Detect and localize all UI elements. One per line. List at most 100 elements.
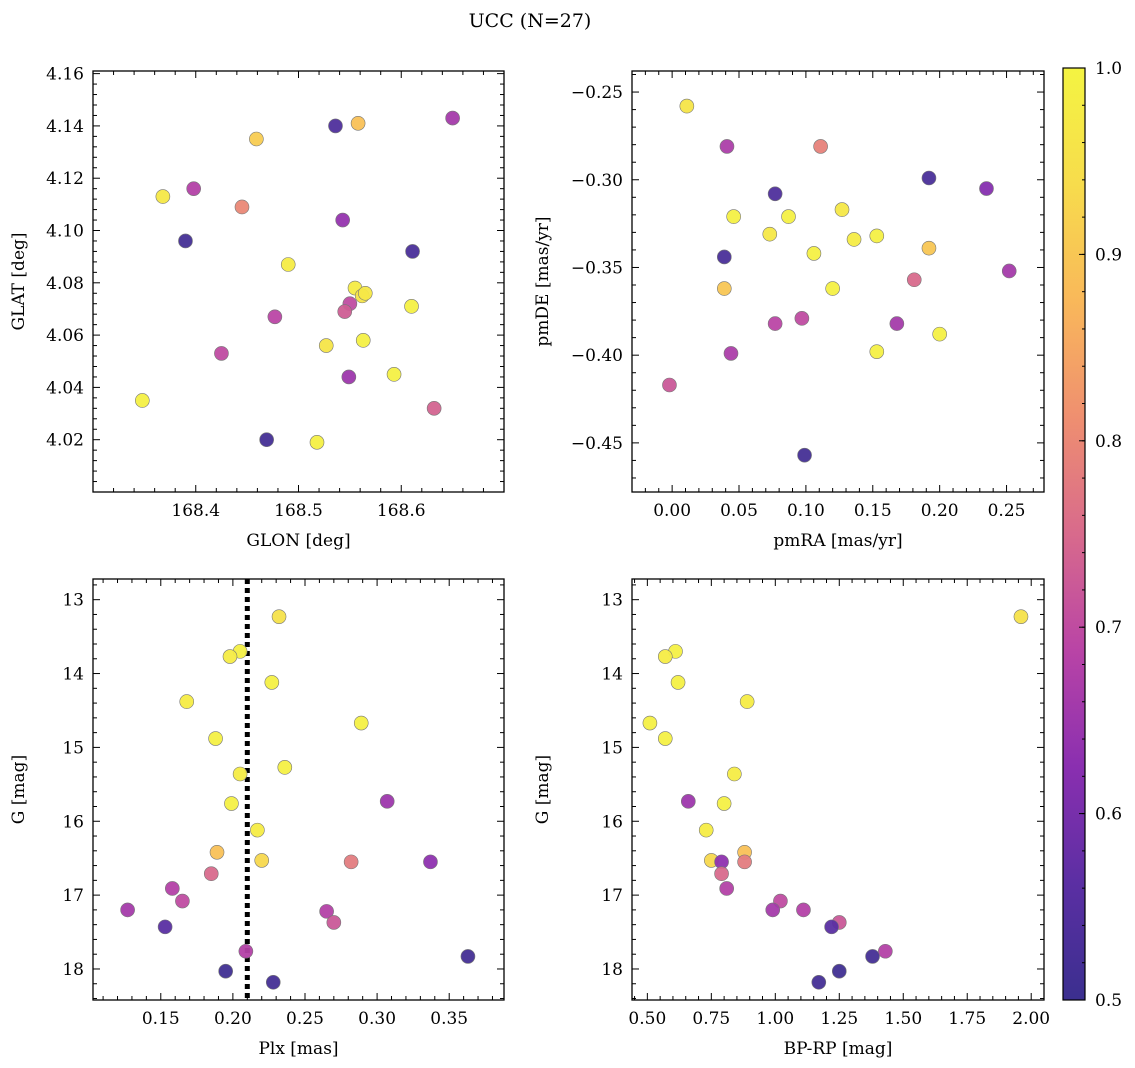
scatter-point — [355, 333, 371, 348]
y-tick-label: 18 — [601, 960, 623, 980]
scatter-point — [426, 401, 442, 416]
y-tick-label: 4.04 — [46, 378, 84, 398]
plot-frame — [92, 578, 505, 1001]
scatter-point — [326, 915, 342, 930]
scatter-point — [825, 281, 840, 296]
scatter-point — [698, 822, 714, 838]
scatter-point — [719, 881, 734, 896]
scatter-point — [781, 209, 796, 224]
scatter-point — [797, 447, 812, 463]
scatter-point — [834, 202, 850, 217]
plot-frame — [92, 70, 505, 493]
scatter-point — [679, 98, 695, 114]
scatter-point — [254, 853, 270, 868]
x-tick-label: 0.10 — [787, 501, 825, 521]
axis-ticks — [632, 579, 1045, 1000]
scatter-point — [813, 139, 828, 154]
x-tick-label: 0.30 — [358, 1009, 396, 1029]
y-tick-label: 4.06 — [46, 326, 84, 346]
scatter-point — [208, 731, 223, 746]
y-tick-label: −0.25 — [571, 83, 623, 103]
y-tick-label: 14 — [601, 665, 623, 685]
scatter-point — [267, 309, 283, 325]
scatter-point — [309, 435, 325, 450]
y-tick-label: 4.10 — [46, 222, 84, 242]
scatter-point — [218, 963, 233, 979]
x-tick-label: 1.25 — [820, 1009, 858, 1029]
scatter-point — [460, 949, 476, 964]
scatter-point — [343, 854, 359, 870]
scatter-point — [727, 766, 742, 782]
x-axis-label: BP-RP [mag] — [784, 1039, 893, 1059]
scatter-point — [806, 246, 822, 261]
scatter-point — [680, 794, 696, 809]
y-tick-label: 13 — [62, 591, 84, 611]
y-tick-label: 4.14 — [46, 117, 84, 137]
scatter-point — [1013, 609, 1029, 624]
panel-pmra-pmde: 0.00 0.05 0.10 0.15 0.20 0.25 −0.45 −0.40 −0.35 −… — [533, 70, 1045, 551]
scatter-point — [824, 919, 839, 935]
plot-frame — [631, 578, 1045, 1001]
axis-ticks — [92, 71, 505, 493]
colorbar-tick-label: 0.6 — [1095, 805, 1122, 825]
colorbar-gradient — [1062, 67, 1086, 1001]
scatter-point — [716, 281, 732, 296]
x-tick-label: 2.00 — [1012, 1009, 1050, 1029]
scatter-point — [259, 432, 274, 448]
scatter-points — [662, 98, 1017, 463]
scatter-point — [737, 854, 752, 870]
scatter-point — [723, 346, 739, 361]
scatter-point — [657, 731, 673, 746]
colorbar-tick-label: 0.8 — [1095, 432, 1122, 452]
x-tick-label: 1.75 — [948, 1009, 986, 1029]
scatter-point — [186, 181, 201, 196]
y-tick-label: 15 — [601, 738, 623, 758]
scatter-point — [921, 240, 937, 256]
scatter-point — [234, 199, 250, 215]
scatter-point — [209, 844, 225, 860]
scatter-point — [178, 233, 193, 249]
y-tick-label: −0.40 — [571, 346, 623, 366]
x-tick-label: 0.75 — [692, 1009, 730, 1029]
y-axis-label: G [mag] — [9, 755, 29, 824]
scatter-point — [739, 694, 755, 709]
scatter-point — [238, 943, 254, 959]
y-tick-label: 17 — [601, 886, 623, 906]
scatter-point — [277, 760, 293, 775]
y-tick-label: −0.35 — [571, 258, 623, 278]
colorbar: 0.5 0.6 0.7 0.8 0.9 1.0 — [1062, 59, 1122, 1011]
scatter-point — [811, 974, 827, 990]
colorbar-tick-label: 0.7 — [1095, 618, 1122, 638]
scatter-point — [328, 118, 343, 134]
colorbar-tick-label: 0.9 — [1095, 245, 1122, 265]
scatter-point — [404, 299, 419, 314]
scatter-point — [846, 232, 862, 247]
scatter-point — [765, 902, 781, 918]
scatter-point — [179, 694, 195, 709]
x-tick-label: 0.25 — [988, 501, 1026, 521]
x-tick-label: 0.35 — [430, 1009, 468, 1029]
scatter-point — [157, 919, 173, 935]
plot-frame — [631, 70, 1045, 493]
panel-plx-g: 0.15 0.20 0.25 0.30 0.35 13 14 15 16 17 18 Plx [mas… — [9, 578, 505, 1059]
scatter-point — [670, 675, 686, 690]
scatter-point — [155, 189, 171, 204]
y-tick-label: 16 — [601, 812, 623, 832]
scatter-point — [264, 675, 280, 690]
y-axis-label: G [mag] — [533, 755, 553, 824]
x-tick-label: 0.15 — [854, 501, 892, 521]
x-axis-label: Plx [mas] — [258, 1039, 338, 1059]
scatter-point — [423, 854, 438, 870]
y-axis-label: GLAT [deg] — [9, 232, 29, 330]
scatter-point — [921, 170, 937, 186]
scatter-point — [932, 326, 947, 342]
panel-bprp-g: 0.50 0.75 1.00 1.25 1.50 1.75 2.00 13 14 15 16 17 18… — [533, 578, 1050, 1059]
scatter-point — [249, 131, 264, 147]
y-tick-label: 13 — [601, 591, 623, 611]
scatter-point — [767, 316, 783, 331]
panel-glon-glat: 168.4 168.5 168.6 4.02 4.04 4.06 4.08 4.10 4.12 4… — [9, 65, 505, 551]
x-tick-label: 0.05 — [720, 501, 758, 521]
scatter-point — [889, 316, 905, 331]
scatter-point — [716, 796, 732, 811]
scatter-point — [662, 377, 677, 393]
